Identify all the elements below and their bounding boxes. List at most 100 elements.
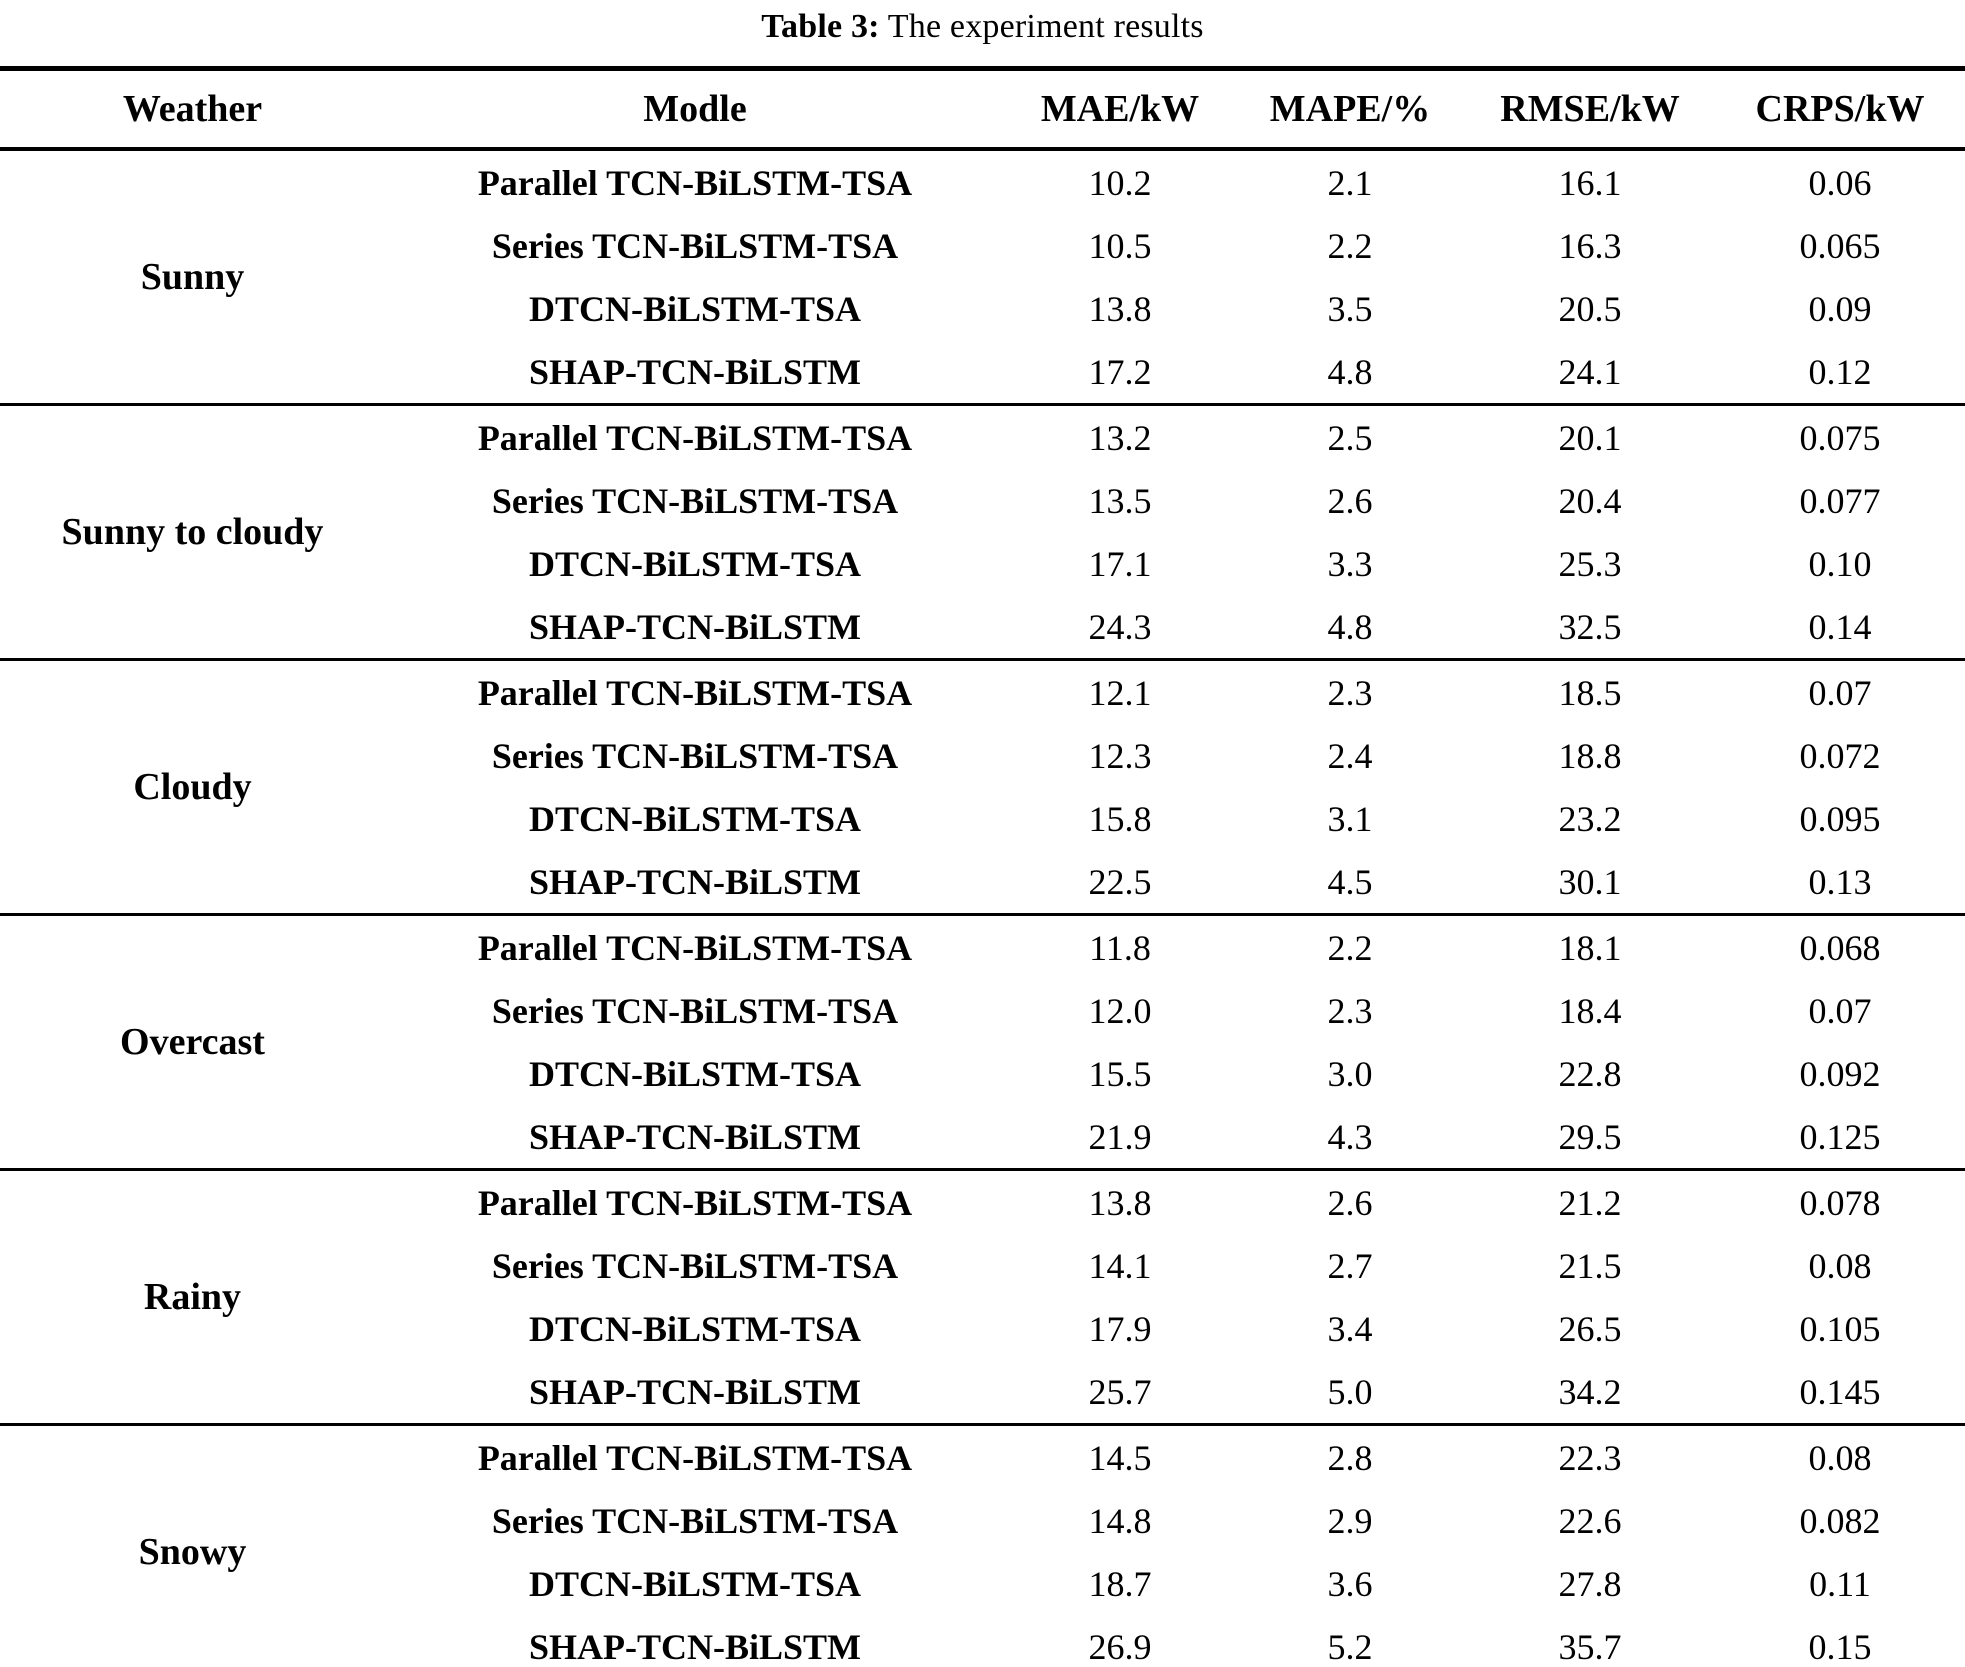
table-row: Series TCN-BiLSTM-TSA 12.3 2.4 18.8 0.072	[0, 724, 1965, 787]
table-row: DTCN-BiLSTM-TSA 13.8 3.5 20.5 0.09	[0, 277, 1965, 340]
metric-cell-3: 0.105	[1799, 1308, 1881, 1349]
metric-cell-3: 0.13	[1808, 861, 1872, 902]
model-cell: Series TCN-BiLSTM-TSA	[491, 225, 899, 266]
model-cell: Parallel TCN-BiLSTM-TSA	[385, 1168, 1005, 1234]
model-cell: Parallel TCN-BiLSTM-TSA	[385, 913, 1005, 979]
metric-cell-1: 4.8	[1327, 351, 1373, 392]
metric-cell-3: 0.15	[1808, 1626, 1872, 1667]
model-cell: Series TCN-BiLSTM-TSA	[491, 1500, 899, 1541]
table-caption: Table 3: The experiment results	[0, 0, 1965, 46]
metric-cell-3: 0.11	[1809, 1563, 1871, 1604]
model-cell: DTCN-BiLSTM-TSA	[528, 1053, 862, 1094]
metric-cell-0: 18.7	[1088, 1563, 1152, 1604]
metric-cell-2: 22.6	[1558, 1500, 1622, 1541]
metric-cell-1: 2.5	[1235, 403, 1465, 469]
table-row: SHAP-TCN-BiLSTM 24.3 4.8 32.5 0.14	[0, 595, 1965, 660]
metric-cell-0: 10.5	[1088, 225, 1152, 266]
model-cell: DTCN-BiLSTM-TSA	[528, 288, 862, 329]
metric-cell-0: 13.8	[1005, 1168, 1235, 1234]
metric-cell-1: 2.3	[1235, 658, 1465, 724]
model-cell: Parallel TCN-BiLSTM-TSA	[385, 1423, 1005, 1489]
metric-cell-0: 14.5	[1005, 1423, 1235, 1489]
column-header-2: MAE/kW	[1005, 68, 1235, 151]
model-cell: Series TCN-BiLSTM-TSA	[491, 1245, 899, 1286]
metric-cell-1: 2.2	[1235, 913, 1465, 979]
weather-cell: Overcast	[0, 913, 385, 1170]
weather-cell: Rainy	[0, 1168, 385, 1425]
metric-cell-2: 20.5	[1558, 288, 1622, 329]
metric-cell-1: 3.5	[1327, 288, 1373, 329]
metric-cell-0: 13.8	[1088, 288, 1152, 329]
table-header: Weather Modle MAE/kW MAPE/% RMSE/kW CRPS/kW	[0, 68, 1965, 151]
metric-cell-2: 34.2	[1558, 1371, 1622, 1412]
metric-cell-1: 4.3	[1327, 1116, 1373, 1157]
metric-cell-0: 22.5	[1088, 861, 1152, 902]
metric-cell-0: 17.1	[1088, 543, 1152, 584]
metric-cell-3: 0.12	[1808, 351, 1872, 392]
table-row: SHAP-TCN-BiLSTM 21.9 4.3 29.5 0.125	[0, 1105, 1965, 1170]
metric-cell-0: 17.2	[1088, 351, 1152, 392]
table-row: DTCN-BiLSTM-TSA 17.1 3.3 25.3 0.10	[0, 532, 1965, 595]
metric-cell-0: 12.0	[1088, 990, 1152, 1031]
metric-cell-2: 20.4	[1558, 480, 1622, 521]
column-header-1: Modle	[385, 68, 1005, 151]
model-cell: SHAP-TCN-BiLSTM	[528, 1371, 862, 1412]
model-cell: DTCN-BiLSTM-TSA	[528, 543, 862, 584]
metric-cell-1: 2.6	[1327, 480, 1373, 521]
metric-cell-2: 22.8	[1558, 1053, 1622, 1094]
metric-cell-3: 0.07	[1808, 990, 1872, 1031]
table-row: DTCN-BiLSTM-TSA 17.9 3.4 26.5 0.105	[0, 1297, 1965, 1360]
table-row: Sunny Parallel TCN-BiLSTM-TSA 10.2 2.1 16.1 0…	[0, 147, 1965, 405]
metric-cell-2: 18.4	[1558, 990, 1622, 1031]
model-cell: Parallel TCN-BiLSTM-TSA	[385, 658, 1005, 724]
table-row: Series TCN-BiLSTM-TSA 13.5 2.6 20.4 0.077	[0, 469, 1965, 532]
metric-cell-2: 20.1	[1465, 403, 1715, 469]
model-cell: Series TCN-BiLSTM-TSA	[491, 990, 899, 1031]
metric-cell-2: 26.5	[1558, 1308, 1622, 1349]
header-row: Weather Modle MAE/kW MAPE/% RMSE/kW CRPS/kW	[0, 68, 1965, 151]
table-row: Series TCN-BiLSTM-TSA 12.0 2.3 18.4 0.07	[0, 979, 1965, 1042]
metric-cell-0: 10.2	[1005, 147, 1235, 214]
metric-cell-3: 0.077	[1799, 480, 1881, 521]
metric-cell-0: 12.1	[1005, 658, 1235, 724]
metric-cell-1: 2.6	[1235, 1168, 1465, 1234]
table-caption-label: Table 3:	[761, 8, 880, 45]
metric-cell-1: 3.4	[1327, 1308, 1373, 1349]
column-header-3: MAPE/%	[1235, 68, 1465, 151]
metric-cell-3: 0.065	[1799, 225, 1881, 266]
metric-cell-2: 16.3	[1558, 225, 1622, 266]
metric-cell-1: 3.0	[1327, 1053, 1373, 1094]
table-row: SHAP-TCN-BiLSTM 26.9 5.2 35.7 0.15	[0, 1615, 1965, 1667]
metric-cell-0: 11.8	[1005, 913, 1235, 979]
model-cell: Series TCN-BiLSTM-TSA	[491, 480, 899, 521]
metric-cell-1: 2.7	[1327, 1245, 1373, 1286]
metric-cell-3: 0.08	[1715, 1423, 1965, 1489]
metric-cell-2: 25.3	[1558, 543, 1622, 584]
column-header-4: RMSE/kW	[1465, 68, 1715, 151]
metric-cell-0: 21.9	[1088, 1116, 1152, 1157]
table-caption-text: The experiment results	[879, 8, 1204, 45]
table-row: Overcast Parallel TCN-BiLSTM-TSA 11.8 2.2 18…	[0, 913, 1965, 1170]
metric-cell-2: 21.2	[1465, 1168, 1715, 1234]
metric-cell-1: 4.8	[1327, 606, 1373, 647]
metric-cell-1: 3.6	[1327, 1563, 1373, 1604]
metric-cell-2: 16.1	[1465, 147, 1715, 214]
table-row: Cloudy Parallel TCN-BiLSTM-TSA 12.1 2.3 18.5…	[0, 658, 1965, 915]
metric-cell-1: 2.9	[1327, 1500, 1373, 1541]
model-cell: SHAP-TCN-BiLSTM	[528, 1626, 862, 1667]
model-cell: DTCN-BiLSTM-TSA	[528, 1308, 862, 1349]
metric-cell-3: 0.095	[1799, 798, 1881, 839]
table-row: DTCN-BiLSTM-TSA 18.7 3.6 27.8 0.11	[0, 1552, 1965, 1615]
metric-cell-0: 15.5	[1088, 1053, 1152, 1094]
metric-cell-1: 5.2	[1327, 1626, 1373, 1667]
metric-cell-1: 2.8	[1235, 1423, 1465, 1489]
metric-cell-0: 12.3	[1088, 735, 1152, 776]
table-row: DTCN-BiLSTM-TSA 15.5 3.0 22.8 0.092	[0, 1042, 1965, 1105]
results-table: Weather Modle MAE/kW MAPE/% RMSE/kW CRPS/kW S…	[0, 66, 1965, 1667]
metric-cell-3: 0.14	[1808, 606, 1872, 647]
metric-cell-2: 24.1	[1558, 351, 1622, 392]
metric-cell-1: 2.1	[1235, 147, 1465, 214]
metric-cell-3: 0.145	[1799, 1371, 1881, 1412]
metric-cell-1: 3.1	[1327, 798, 1373, 839]
